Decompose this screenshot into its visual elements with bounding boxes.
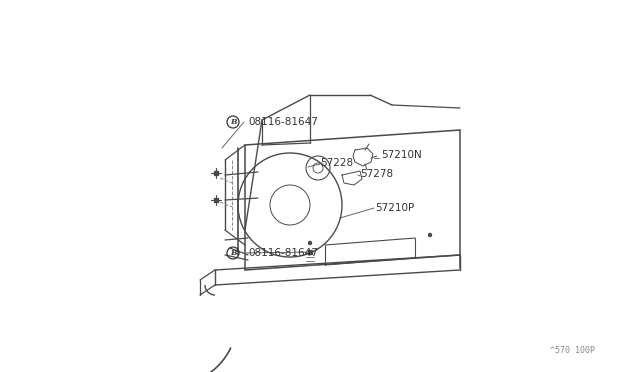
Text: B: B <box>230 118 236 126</box>
Text: 57210P: 57210P <box>375 203 414 213</box>
Text: ^570 100P: ^570 100P <box>550 346 595 355</box>
Text: B: B <box>230 249 236 257</box>
Text: 57278: 57278 <box>360 169 393 179</box>
Text: 08116-81647: 08116-81647 <box>248 248 318 258</box>
Text: 57210N: 57210N <box>381 150 422 160</box>
Circle shape <box>308 241 312 244</box>
Text: 08116-81647: 08116-81647 <box>248 117 318 127</box>
Circle shape <box>429 234 431 237</box>
Text: 57228: 57228 <box>320 158 353 168</box>
